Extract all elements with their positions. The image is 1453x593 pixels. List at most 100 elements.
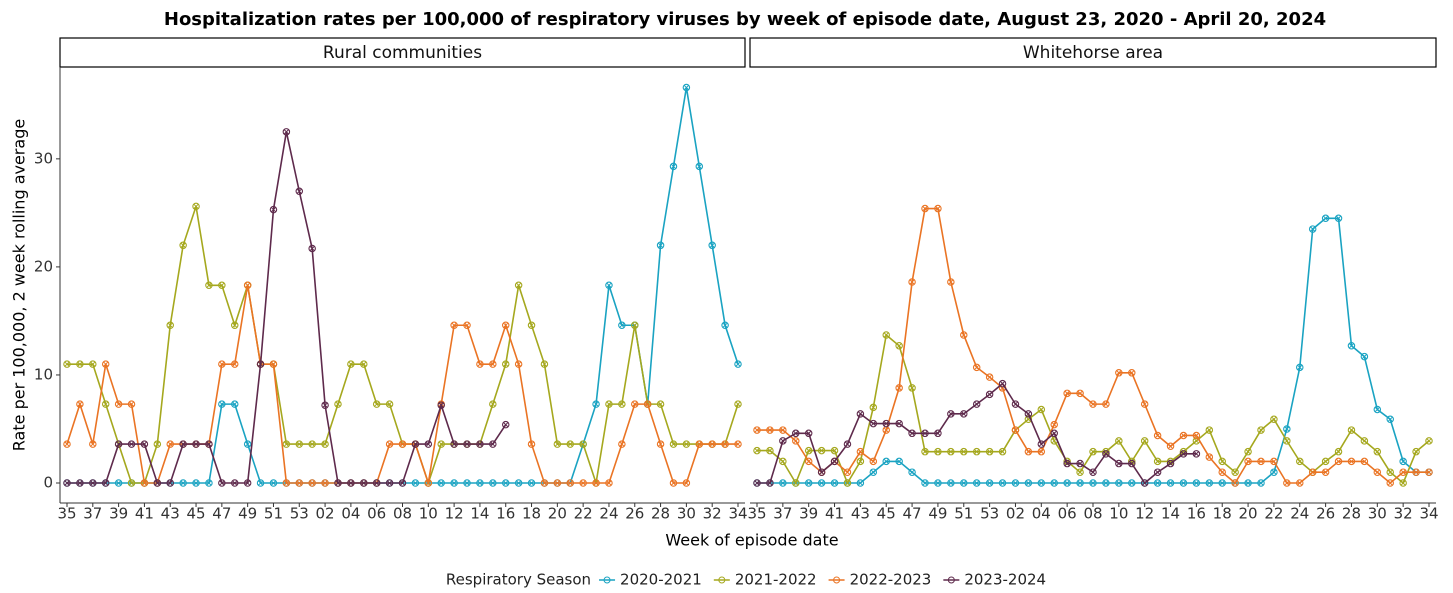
point-cross <box>399 480 406 486</box>
point-cross <box>883 427 889 433</box>
point-cross <box>1297 364 1303 370</box>
point <box>631 400 639 408</box>
point <box>1024 415 1033 424</box>
strip <box>59 37 746 68</box>
point-cross <box>528 441 535 447</box>
point-cross <box>503 422 509 428</box>
point <box>695 162 704 171</box>
point <box>734 360 742 368</box>
point-cross <box>1374 449 1380 455</box>
point <box>1334 214 1343 223</box>
point-cross <box>309 245 315 252</box>
point-cross <box>619 401 625 407</box>
point <box>489 479 497 487</box>
point <box>140 479 149 487</box>
point-cross <box>425 441 431 447</box>
point-cross <box>1310 226 1316 232</box>
point <box>682 83 691 92</box>
chart-title: Hospitalization rates per 100,000 of res… <box>164 9 1326 30</box>
point-cross <box>322 480 328 486</box>
point-cross <box>180 441 186 447</box>
point-cross <box>438 441 444 447</box>
point-cross <box>167 322 173 328</box>
point-cross <box>1025 449 1031 455</box>
point-cross <box>1116 370 1122 376</box>
point-cross <box>464 322 470 328</box>
point <box>1412 468 1420 476</box>
point <box>1386 479 1394 487</box>
point <box>1024 479 1033 487</box>
point-cross <box>116 441 122 447</box>
point <box>1102 450 1110 458</box>
point-cross <box>606 401 612 407</box>
point <box>231 360 239 368</box>
point-cross <box>541 361 547 367</box>
point-cross <box>245 282 251 288</box>
point <box>411 440 420 448</box>
point-cross <box>754 480 760 486</box>
point <box>1360 352 1369 361</box>
point-cross <box>503 361 509 367</box>
point <box>972 400 981 408</box>
point <box>63 479 71 487</box>
point <box>540 360 549 368</box>
x-tick-label: 32 <box>703 505 722 523</box>
point-cross <box>645 401 651 407</box>
point-cross <box>451 322 457 328</box>
point-cross <box>219 282 225 288</box>
point-cross <box>1271 416 1277 422</box>
point-cross <box>90 361 96 367</box>
point-cross <box>580 480 586 486</box>
point-cross <box>1323 469 1329 475</box>
x-tick-label: 22 <box>1264 505 1283 523</box>
point <box>1425 437 1433 445</box>
point-cross <box>438 402 444 408</box>
point <box>101 400 110 408</box>
point <box>166 479 174 487</box>
point-cross <box>683 480 689 486</box>
point-cross <box>283 129 289 135</box>
point <box>753 479 761 487</box>
point <box>998 479 1007 487</box>
point-cross <box>870 421 876 427</box>
point-cross <box>1387 469 1393 475</box>
point-cross <box>793 438 799 444</box>
y-tick-label: 30 <box>34 149 53 167</box>
point-cross <box>658 242 664 248</box>
x-tick-label: 12 <box>445 505 464 523</box>
point <box>947 479 955 487</box>
point-cross <box>296 441 302 447</box>
point-cross <box>1413 449 1419 455</box>
point-cross <box>1258 480 1264 486</box>
point-cross <box>1297 458 1303 464</box>
point <box>463 440 471 448</box>
point <box>669 479 678 487</box>
point-cross <box>90 441 96 447</box>
point <box>1257 426 1265 434</box>
point-cross <box>567 480 573 486</box>
point <box>489 400 497 408</box>
point <box>437 401 445 409</box>
point-cross <box>696 163 702 169</box>
point <box>476 360 484 368</box>
point-cross <box>1284 438 1290 444</box>
point <box>424 440 433 448</box>
point-cross <box>193 203 199 209</box>
point <box>179 440 187 448</box>
point <box>882 419 890 428</box>
point <box>243 281 252 290</box>
point <box>101 360 110 368</box>
point-cross <box>909 279 915 285</box>
point-cross <box>735 401 741 407</box>
point <box>1218 468 1226 476</box>
point-cross <box>1426 438 1432 444</box>
point-cross <box>909 469 915 475</box>
point-cross <box>1025 480 1031 486</box>
point-cross <box>283 480 289 486</box>
point-cross <box>948 279 954 285</box>
point-cross <box>503 480 509 486</box>
point <box>463 479 471 487</box>
point-cross <box>335 401 341 407</box>
point-cross <box>780 427 786 433</box>
point <box>501 479 510 487</box>
